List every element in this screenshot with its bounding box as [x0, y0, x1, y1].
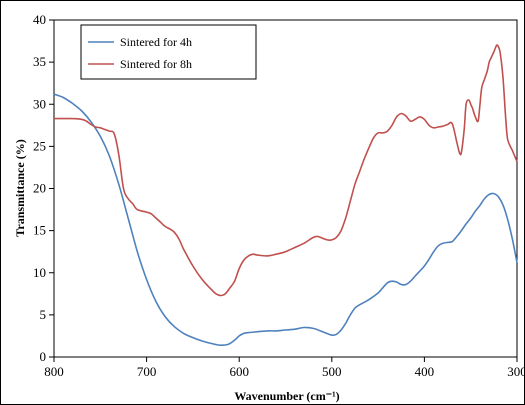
legend: Sintered for 4h Sintered for 8h: [80, 24, 257, 80]
y-tick-label: 25: [33, 138, 46, 153]
x-tick-label: 600: [229, 364, 249, 379]
y-tick-label: 10: [33, 265, 46, 280]
x-tick-label: 300: [507, 364, 525, 379]
series-line-4h: [53, 93, 518, 347]
x-tick-label: 700: [137, 364, 157, 379]
y-tick-label: 15: [33, 223, 46, 238]
legend-label-8h: Sintered for 8h: [120, 57, 192, 71]
x-tick-label: 500: [322, 364, 342, 379]
series-line-8h: [54, 44, 518, 297]
y-tick-label: 20: [33, 181, 46, 196]
y-axis-label: Transmittance (%): [13, 139, 27, 236]
y-tick-label: 40: [33, 12, 46, 27]
y-tick-label: 35: [33, 54, 46, 69]
x-axis-label: Wavenumber (cm⁻¹): [234, 389, 339, 403]
series-lines: [53, 44, 518, 347]
tick-labels: 0 5 10 15 20 25 30 35 40 800 700 600 500 400 300: [33, 12, 525, 379]
y-tick-label: 0: [40, 349, 47, 364]
axes: [49, 19, 518, 362]
x-tick-label: 400: [415, 364, 435, 379]
y-tick-label: 5: [40, 307, 47, 322]
legend-box: [80, 24, 257, 80]
legend-label-4h: Sintered for 4h: [120, 35, 192, 49]
y-tick-label: 30: [33, 96, 46, 111]
x-tick-label: 800: [44, 364, 64, 379]
